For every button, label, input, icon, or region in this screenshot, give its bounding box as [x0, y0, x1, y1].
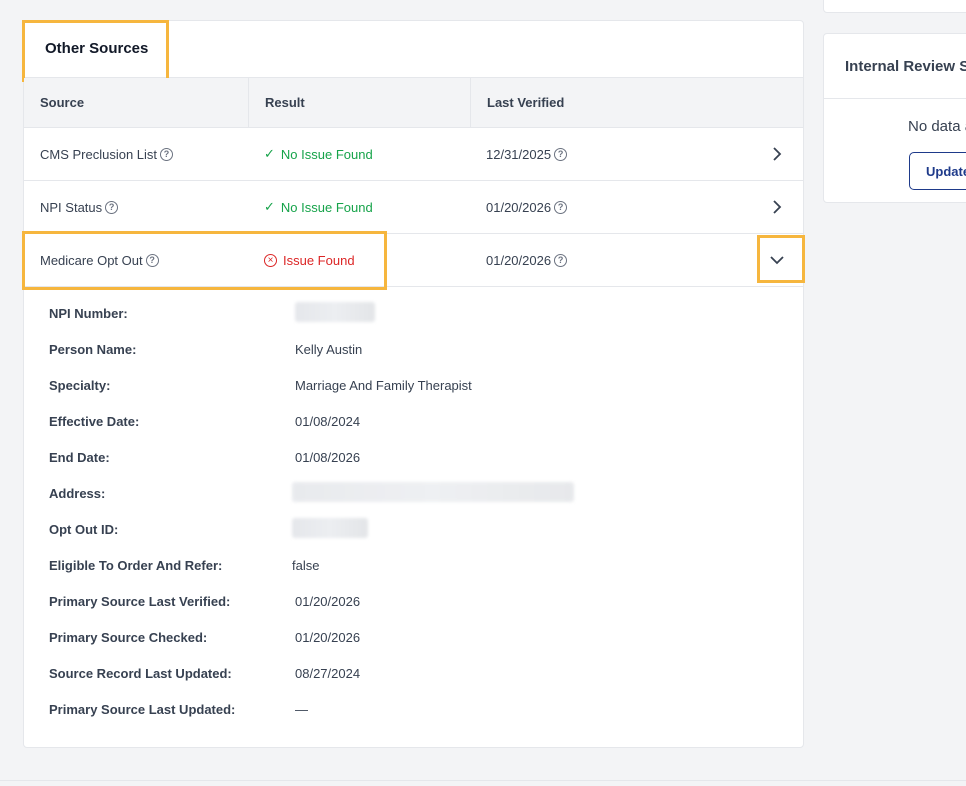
detail-row-address: Address:	[24, 475, 803, 511]
chevron-right-icon[interactable]	[767, 144, 787, 164]
detail-label: Eligible To Order And Refer:	[49, 558, 223, 573]
detail-label: NPI Number:	[49, 306, 128, 321]
detail-label: Primary Source Last Updated:	[49, 702, 236, 717]
detail-row-specialty: Specialty: Marriage And Family Therapist	[24, 367, 803, 403]
redacted-value	[295, 302, 375, 322]
help-circle-icon[interactable]: ?	[554, 253, 568, 267]
detail-value: false	[292, 558, 320, 573]
last-verified-cell: 12/31/2025 ?	[486, 128, 568, 180]
last-verified-cell: 01/20/2026 ?	[486, 181, 568, 233]
table-row-medicare-opt-out[interactable]: Medicare Opt Out ? × Issue Found 01/20/2…	[24, 234, 803, 287]
detail-row-person-name: Person Name: Kelly Austin	[24, 331, 803, 367]
detail-row-npi-number: NPI Number:	[24, 295, 803, 331]
detail-value: 01/20/2026	[295, 630, 361, 645]
help-circle-icon[interactable]: ?	[554, 147, 568, 161]
detail-label: End Date:	[49, 450, 110, 465]
result-text: No Issue Found	[280, 199, 373, 215]
result-cell: ✓ No Issue Found	[264, 128, 373, 180]
column-header-source: Source	[40, 95, 85, 110]
last-verified-date: 01/20/2026	[486, 199, 552, 215]
table-row-cms-preclusion-list[interactable]: CMS Preclusion List ? ✓ No Issue Found 1…	[24, 128, 803, 181]
detail-value: 01/20/2026	[295, 594, 361, 609]
card-header: Other Sources	[24, 21, 803, 78]
check-icon: ✓	[264, 199, 275, 214]
x-circle-icon: ×	[264, 253, 277, 267]
bottom-divider	[0, 780, 966, 781]
chevron-right-icon[interactable]	[767, 197, 787, 217]
source-cell: NPI Status ?	[40, 181, 119, 233]
check-icon: ✓	[264, 146, 275, 161]
top-right-card	[823, 0, 966, 13]
detail-label: Effective Date:	[49, 414, 140, 429]
help-circle-icon[interactable]: ?	[160, 147, 174, 161]
card-title: Other Sources	[45, 40, 149, 57]
source-cell: CMS Preclusion List ?	[40, 128, 174, 180]
detail-label: Source Record Last Updated:	[49, 666, 232, 681]
help-circle-icon[interactable]: ?	[145, 253, 159, 267]
column-header-last-verified: Last Verified	[470, 78, 803, 127]
source-name: Medicare Opt Out	[40, 252, 143, 268]
detail-row-effective-date: Effective Date: 01/08/2024	[24, 403, 803, 439]
table-row-npi-status[interactable]: NPI Status ? ✓ No Issue Found 01/20/2026…	[24, 181, 803, 234]
help-circle-icon[interactable]: ?	[105, 200, 119, 214]
source-name: NPI Status	[40, 199, 103, 215]
detail-value: 08/27/2024	[295, 666, 361, 681]
detail-label: Opt Out ID:	[49, 522, 119, 537]
result-text: Issue Found	[283, 252, 355, 268]
internal-review-card: Internal Review St No data a Update	[823, 33, 966, 203]
detail-row-primary-source-last-verified: Primary Source Last Verified: 01/20/2026	[24, 583, 803, 619]
internal-review-title: Internal Review St	[845, 58, 966, 75]
source-cell: Medicare Opt Out ?	[40, 234, 159, 286]
detail-value: —	[295, 702, 308, 717]
detail-row-end-date: End Date: 01/08/2026	[24, 439, 803, 475]
detail-label: Specialty:	[49, 378, 111, 393]
last-verified-date: 12/31/2025	[486, 146, 552, 162]
detail-row-opt-out-id: Opt Out ID:	[24, 511, 803, 547]
detail-value: Kelly Austin	[295, 342, 363, 357]
last-verified-cell: 01/20/2026 ?	[486, 234, 568, 286]
detail-row-primary-source-last-updated: Primary Source Last Updated: —	[24, 691, 803, 727]
help-circle-icon[interactable]: ?	[554, 200, 568, 214]
divider	[824, 98, 966, 99]
detail-label: Primary Source Checked:	[49, 630, 208, 645]
empty-state-text: No data a	[908, 118, 966, 135]
detail-row-primary-source-checked: Primary Source Checked: 01/20/2026	[24, 619, 803, 655]
detail-value: 01/08/2024	[295, 414, 361, 429]
detail-value: 01/08/2026	[295, 450, 361, 465]
detail-row-source-record-last-updated: Source Record Last Updated: 08/27/2024	[24, 655, 803, 691]
other-sources-card: Other Sources Source Result Last Verifie…	[22, 20, 805, 748]
result-text: No Issue Found	[280, 146, 373, 162]
detail-value: Marriage And Family Therapist	[295, 378, 472, 393]
column-header-result: Result	[248, 78, 470, 127]
redacted-value	[292, 518, 368, 538]
details-panel: NPI Number: Person Name: Kelly Austin Sp…	[24, 287, 803, 727]
last-verified-date: 01/20/2026	[486, 252, 552, 268]
redacted-value	[292, 482, 574, 502]
detail-label: Primary Source Last Verified:	[49, 594, 231, 609]
detail-row-eligible-to-order: Eligible To Order And Refer: false	[24, 547, 803, 583]
table-header: Source Result Last Verified	[24, 78, 803, 128]
result-cell: × Issue Found	[264, 234, 355, 286]
source-name: CMS Preclusion List	[40, 146, 158, 162]
detail-label: Address:	[49, 486, 106, 501]
chevron-down-icon[interactable]	[767, 250, 787, 270]
update-button[interactable]: Update	[909, 152, 966, 190]
result-cell: ✓ No Issue Found	[264, 181, 373, 233]
detail-label: Person Name:	[49, 342, 137, 357]
